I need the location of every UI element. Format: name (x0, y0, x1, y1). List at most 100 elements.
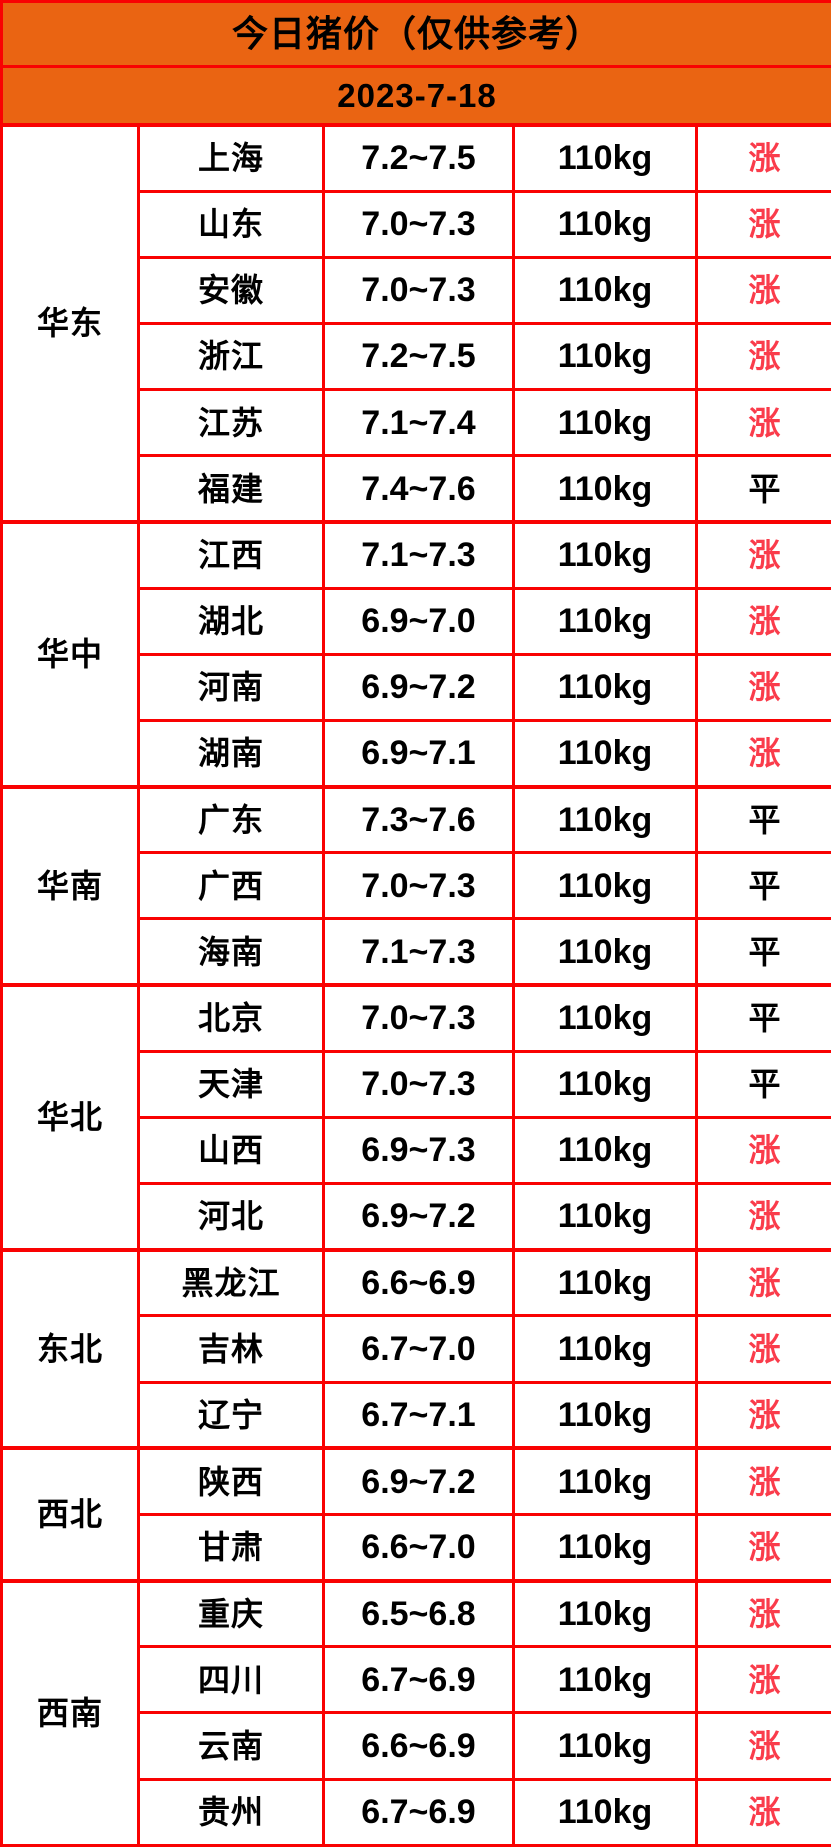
province-cell: 北京 (137, 983, 325, 1053)
weight-cell: 110kg (512, 1247, 698, 1318)
weight-cell: 110kg (512, 1115, 698, 1186)
price-cell: 6.6~7.0 (322, 1512, 515, 1583)
trend-cell: 涨 (694, 1314, 831, 1384)
trend-cell: 涨 (694, 1711, 831, 1781)
price-cell: 7.0~7.3 (322, 255, 515, 325)
table-row: 甘肃 6.6~7.0 110kg 涨 (2, 1512, 831, 1583)
province-cell: 海南 (137, 917, 325, 987)
region-cell: 西北 (0, 1446, 140, 1583)
province-cell: 上海 (137, 122, 325, 193)
weight-cell: 110kg (512, 255, 698, 325)
date-row: 2023-7-18 (0, 65, 831, 127)
region-cell: 华东 (0, 122, 140, 524)
province-cell: 四川 (137, 1645, 325, 1715)
table-row: 东北 黑龙江 6.6~6.9 110kg 涨 (0, 1247, 831, 1450)
weight-cell: 110kg (512, 519, 698, 590)
province-cell: 重庆 (137, 1578, 325, 1649)
trend-cell: 涨 (694, 1380, 831, 1450)
province-cell: 吉林 (137, 1314, 325, 1384)
weight-cell: 110kg (512, 586, 698, 656)
trend-cell: 涨 (694, 1645, 831, 1715)
table-row: 海南 7.1~7.3 110kg 平 (2, 917, 831, 987)
price-cell: 7.0~7.3 (322, 983, 515, 1053)
trend-cell: 涨 (694, 519, 831, 590)
province-cell: 福建 (137, 454, 325, 524)
price-cell: 7.3~7.6 (322, 784, 515, 855)
price-cell: 7.4~7.6 (322, 454, 515, 524)
weight-cell: 110kg (512, 321, 698, 392)
table-row: 湖北 6.9~7.0 110kg 涨 (2, 586, 831, 656)
province-cell: 河北 (137, 1182, 325, 1252)
table-row: 四川 6.7~6.9 110kg 涨 (2, 1645, 831, 1715)
province-cell: 陕西 (137, 1446, 325, 1516)
province-cell: 安徽 (137, 255, 325, 325)
table-row: 华中 江西 7.1~7.3 110kg 涨 (0, 519, 831, 789)
weight-cell: 110kg (512, 1512, 698, 1583)
trend-cell: 涨 (694, 1182, 831, 1252)
weight-cell: 110kg (512, 1380, 698, 1450)
price-cell: 6.9~7.0 (322, 586, 515, 656)
table-row: 安徽 7.0~7.3 110kg 涨 (2, 255, 831, 325)
table-row: 河北 6.9~7.2 110kg 涨 (2, 1182, 831, 1252)
table-row: 山东 7.0~7.3 110kg 涨 (2, 189, 831, 259)
title-row: 今日猪价（仅供参考） (0, 0, 831, 69)
table-row: 湖南 6.9~7.1 110kg 涨 (2, 718, 831, 789)
trend-cell: 平 (694, 784, 831, 855)
price-cell: 6.6~6.9 (322, 1247, 515, 1318)
table-row: 贵州 6.7~6.9 110kg 涨 (2, 1777, 831, 1847)
table-row: 云南 6.6~6.9 110kg 涨 (2, 1711, 831, 1781)
province-cell: 河南 (137, 652, 325, 722)
region-cell: 东北 (0, 1247, 140, 1450)
page-title: 今日猪价（仅供参考） (0, 0, 831, 69)
weight-cell: 110kg (512, 1578, 698, 1649)
weight-cell: 110kg (512, 718, 698, 789)
province-cell: 江苏 (137, 388, 325, 458)
region-cell: 华中 (0, 519, 140, 789)
weight-cell: 110kg (512, 1446, 698, 1516)
province-cell: 山东 (137, 189, 325, 259)
table-row: 华东 上海 7.2~7.5 110kg 涨 (0, 122, 831, 524)
date-label: 2023-7-18 (0, 65, 831, 127)
province-cell: 贵州 (137, 1777, 325, 1847)
price-cell: 7.2~7.5 (322, 321, 515, 392)
price-cell: 6.9~7.3 (322, 1115, 515, 1186)
trend-cell: 涨 (694, 586, 831, 656)
weight-cell: 110kg (512, 1777, 698, 1847)
trend-cell: 涨 (694, 321, 831, 392)
price-cell: 6.7~6.9 (322, 1777, 515, 1847)
weight-cell: 110kg (512, 983, 698, 1053)
price-cell: 7.1~7.3 (322, 519, 515, 590)
trend-cell: 涨 (694, 1512, 831, 1583)
price-cell: 7.0~7.3 (322, 189, 515, 259)
region-cell: 华北 (0, 983, 140, 1252)
table-row: 西北 陕西 6.9~7.2 110kg 涨 (0, 1446, 831, 1583)
trend-cell: 涨 (694, 122, 831, 193)
trend-cell: 涨 (694, 718, 831, 789)
price-cell: 6.7~7.1 (322, 1380, 515, 1450)
price-cell: 7.2~7.5 (322, 122, 515, 193)
table-row: 辽宁 6.7~7.1 110kg 涨 (2, 1380, 831, 1450)
table-row: 福建 7.4~7.6 110kg 平 (2, 454, 831, 524)
region-cell: 西南 (0, 1578, 140, 1847)
table-row: 华南 广东 7.3~7.6 110kg 平 (0, 784, 831, 987)
trend-cell: 涨 (694, 652, 831, 722)
table-row: 天津 7.0~7.3 110kg 平 (2, 1049, 831, 1119)
weight-cell: 110kg (512, 1711, 698, 1781)
table-row: 华北 北京 7.0~7.3 110kg 平 (0, 983, 831, 1252)
price-cell: 6.9~7.2 (322, 1446, 515, 1516)
province-cell: 湖南 (137, 718, 325, 789)
trend-cell: 涨 (694, 388, 831, 458)
table-row: 浙江 7.2~7.5 110kg 涨 (2, 321, 831, 392)
price-cell: 6.7~6.9 (322, 1645, 515, 1715)
province-cell: 甘肃 (137, 1512, 325, 1583)
trend-cell: 涨 (694, 1578, 831, 1649)
weight-cell: 110kg (512, 122, 698, 193)
trend-cell: 平 (694, 983, 831, 1053)
weight-cell: 110kg (512, 917, 698, 987)
table-row: 吉林 6.7~7.0 110kg 涨 (2, 1314, 831, 1384)
price-cell: 6.9~7.2 (322, 652, 515, 722)
trend-cell: 平 (694, 851, 831, 921)
region-cell: 华南 (0, 784, 140, 987)
